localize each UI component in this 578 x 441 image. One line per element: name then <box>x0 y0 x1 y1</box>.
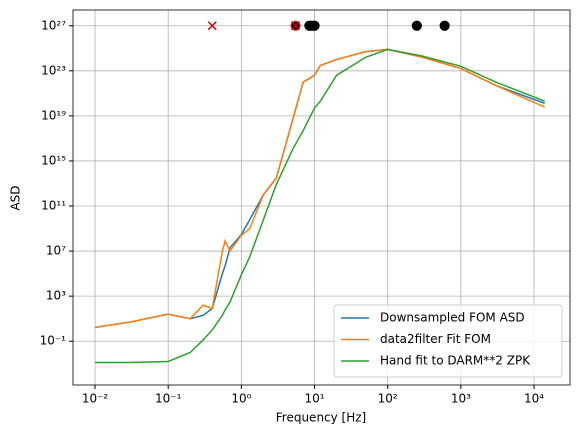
legend-box <box>333 304 563 378</box>
x-tick-label: 10⁴ <box>524 392 544 406</box>
zero-marker <box>291 21 301 31</box>
legend-label: Downsampled FOM ASD <box>380 311 525 325</box>
series-line <box>94 48 545 329</box>
x-tick-label: 10⁻² <box>82 392 109 406</box>
legend-label: Hand fit to DARM**2 ZPK <box>380 354 531 368</box>
y-tick-label: 10¹⁹ <box>41 108 66 122</box>
y-tick-label: 10²³ <box>41 63 66 77</box>
y-tick-label: 10¹⁵ <box>41 153 66 167</box>
x-tick-label: 10⁰ <box>231 392 251 406</box>
y-tick-label: 10⁻¹ <box>40 334 67 348</box>
x-tick-label: 10³ <box>451 392 471 406</box>
series-line <box>94 48 546 329</box>
x-tick-label: 10⁻¹ <box>155 392 182 406</box>
zero-marker <box>207 21 217 31</box>
y-tick-label: 10²⁷ <box>41 18 66 32</box>
x-axis-label: Frequency [Hz] <box>276 411 367 425</box>
legend-label: data2filter Fit FOM <box>380 332 491 346</box>
y-tick-label: 10¹¹ <box>41 199 66 213</box>
y-axis-label: ASD <box>9 185 23 210</box>
plot-frame <box>72 9 571 386</box>
pole-marker <box>439 20 450 31</box>
pole-marker <box>309 20 320 31</box>
y-tick-label: 10³ <box>46 289 66 303</box>
series-line <box>95 48 546 364</box>
x-tick-label: 10¹ <box>304 392 324 406</box>
pole-marker <box>411 20 422 31</box>
x-tick-label: 10² <box>378 392 398 406</box>
y-tick-label: 10⁷ <box>46 244 66 258</box>
